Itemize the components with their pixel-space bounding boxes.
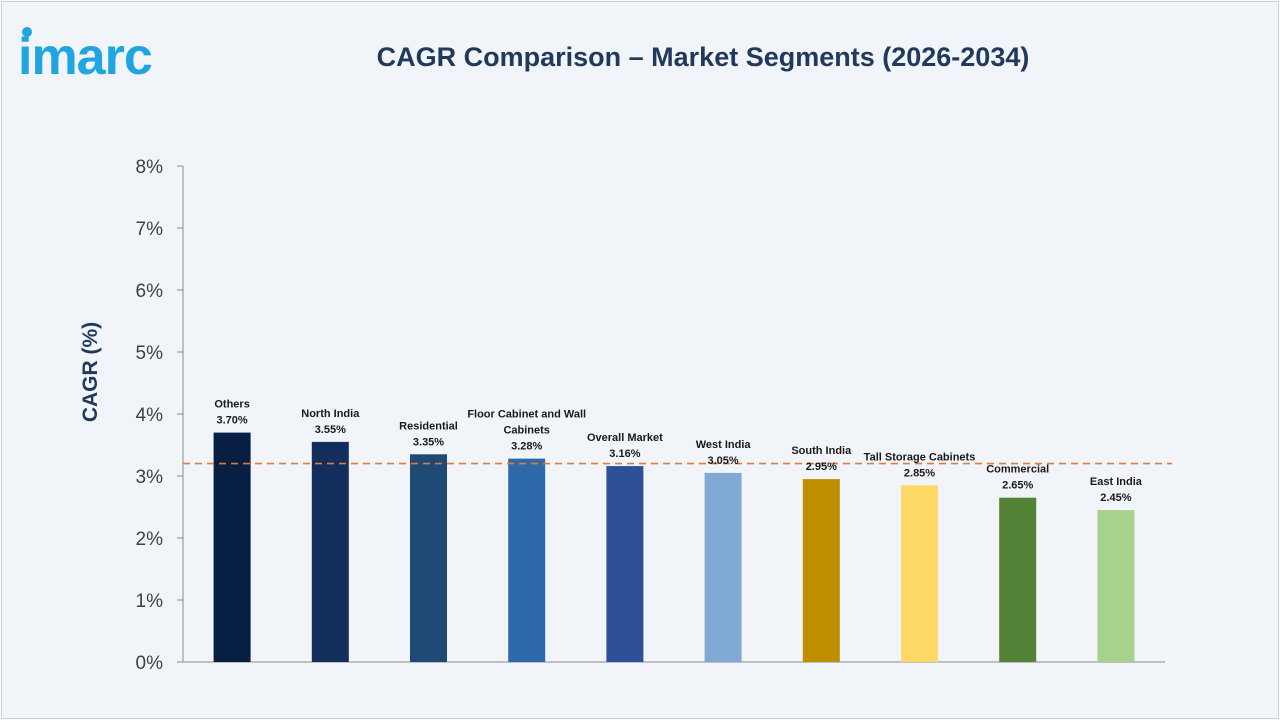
value-label: 3.16% xyxy=(609,448,640,460)
category-label: Commercial xyxy=(986,464,1049,476)
value-label: 2.45% xyxy=(1100,492,1131,504)
bar xyxy=(606,466,644,662)
value-label: 2.65% xyxy=(1002,480,1033,492)
bar xyxy=(311,441,349,662)
bar xyxy=(704,472,742,662)
chart-title: CAGR Comparison – Market Segments (2026-… xyxy=(376,42,1030,72)
category-label: Floor Cabinet and Wall xyxy=(467,409,586,421)
category-label: Residential xyxy=(399,420,458,432)
y-axis-label: CAGR (%) xyxy=(79,322,102,422)
y-tick-label: 5% xyxy=(136,343,164,364)
category-label: Overall Market xyxy=(587,432,663,444)
bar xyxy=(508,458,546,662)
category-label: Cabinets xyxy=(503,425,549,437)
value-label: 3.70% xyxy=(216,415,247,427)
bars xyxy=(213,432,1135,662)
bar xyxy=(213,432,251,662)
value-label: 3.05% xyxy=(707,455,738,467)
category-label: South India xyxy=(791,445,852,457)
category-label: East India xyxy=(1090,476,1143,488)
value-label: 3.55% xyxy=(315,424,346,436)
y-tick-label: 0% xyxy=(136,653,164,674)
y-tick-label: 6% xyxy=(136,281,164,302)
y-tick-label: 2% xyxy=(136,529,164,550)
bar-labels: 3.70% Others 3.55% North India 3.35% Resident… xyxy=(214,399,1142,505)
category-label: Others xyxy=(214,399,249,411)
y-tick-label: 7% xyxy=(136,219,164,240)
bar xyxy=(1097,510,1135,662)
bar xyxy=(410,454,447,662)
bar xyxy=(901,485,938,662)
imarc-logo: imarc xyxy=(18,27,153,82)
category-label: West India xyxy=(696,439,752,451)
bar xyxy=(802,479,840,662)
y-tick-label: 1% xyxy=(136,591,164,612)
y-tick-label: 8% xyxy=(136,157,164,178)
value-label: 2.95% xyxy=(806,461,837,473)
category-label: Tall Storage Cabinets xyxy=(864,451,976,463)
value-label: 2.85% xyxy=(904,467,935,479)
value-label: 3.35% xyxy=(413,436,444,448)
bar xyxy=(999,497,1037,662)
y-tick-label: 3% xyxy=(136,467,164,488)
logo-text: imarc xyxy=(18,28,152,82)
value-label: 3.28% xyxy=(511,441,542,453)
y-tick-label: 4% xyxy=(136,405,164,426)
category-label: North India xyxy=(301,408,360,420)
